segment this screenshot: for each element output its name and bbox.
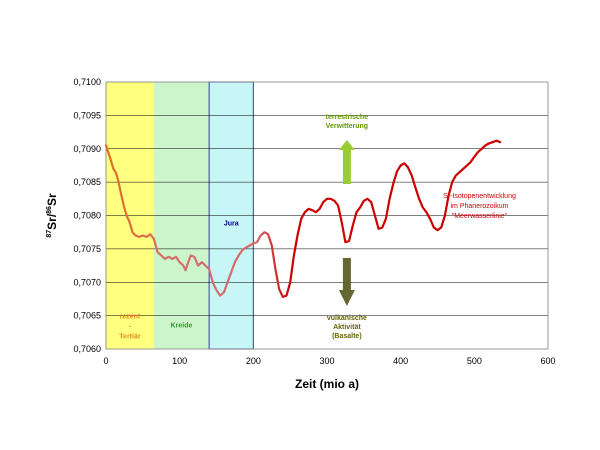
period-label-1-line-0: Kreide bbox=[171, 323, 193, 330]
x-tick-label: 500 bbox=[467, 356, 482, 366]
series-legend-note: Sr-Isotopenentwicklung im Phanerozoikum … bbox=[443, 193, 516, 220]
y-tick-label: 0,7060 bbox=[73, 344, 101, 354]
down-annotation-line2: Aktivität bbox=[333, 324, 361, 331]
period-label-0-line-1: - bbox=[129, 323, 132, 330]
weathering-annotation: terrestrische Verwitterung bbox=[326, 114, 369, 184]
period-labels: rezent - Tertiär Kreide Jura bbox=[119, 221, 238, 341]
series-layer bbox=[104, 139, 502, 298]
y-tick-label: 0,7085 bbox=[73, 177, 101, 187]
y-tick-label: 0,7075 bbox=[73, 244, 101, 254]
x-tick-label: 600 bbox=[540, 356, 555, 366]
y-axis-title-base1: Sr/ bbox=[45, 213, 59, 230]
legend-note-line1: Sr-Isotopenentwicklung bbox=[443, 193, 516, 200]
y-tick-label: 0,7065 bbox=[73, 311, 101, 321]
volcanic-annotation: vulkanische Aktivität (Basalte) bbox=[327, 258, 367, 340]
y-tick-label: 0,7100 bbox=[73, 77, 101, 87]
x-tick-label: 0 bbox=[103, 356, 108, 366]
down-arrow-icon bbox=[338, 258, 355, 306]
series-line-0 bbox=[104, 139, 502, 298]
x-tick-label: 100 bbox=[172, 356, 187, 366]
y-tick-label: 0,7090 bbox=[73, 144, 101, 154]
y-tick-label: 0,7095 bbox=[73, 110, 101, 120]
y-axis-title-sup1: 87 bbox=[46, 230, 53, 238]
down-annotation-line1: vulkanische bbox=[327, 315, 367, 322]
period-label-2-line-0: Jura bbox=[224, 221, 239, 228]
y-axis-title-sup2: 86 bbox=[46, 206, 53, 214]
y-axis-title-base2: Sr bbox=[45, 193, 59, 206]
y-axis-title: 87Sr/86Sr bbox=[45, 193, 59, 238]
legend-note-line2: im Phanerozoikum bbox=[451, 203, 509, 210]
x-tick-label: 300 bbox=[319, 356, 334, 366]
period-label-0-line-0: rezent bbox=[120, 313, 141, 320]
x-tick-label: 200 bbox=[246, 356, 261, 366]
up-annotation-line1: terrestrische bbox=[326, 114, 369, 121]
y-tick-label: 0,7080 bbox=[73, 211, 101, 221]
y-tick-label: 0,7070 bbox=[73, 277, 101, 287]
x-tick-labels: 0 100 200 300 400 500 600 bbox=[103, 356, 555, 366]
gridlines bbox=[106, 115, 548, 316]
x-axis-title: Zeit (mio a) bbox=[295, 377, 359, 391]
x-tick-label: 400 bbox=[393, 356, 408, 366]
legend-note-line3: "Meerwasserlinie" bbox=[452, 213, 508, 220]
y-tick-labels: 0,7060 0,7065 0,7070 0,7075 0,7080 0,7085 0,70… bbox=[73, 77, 101, 354]
down-annotation-line3: (Basalte) bbox=[332, 333, 362, 340]
period-label-0-line-2: Tertiär bbox=[119, 333, 141, 340]
up-arrow-icon bbox=[338, 140, 355, 184]
up-annotation-line2: Verwitterung bbox=[326, 123, 368, 130]
plot-frame bbox=[105, 81, 549, 350]
